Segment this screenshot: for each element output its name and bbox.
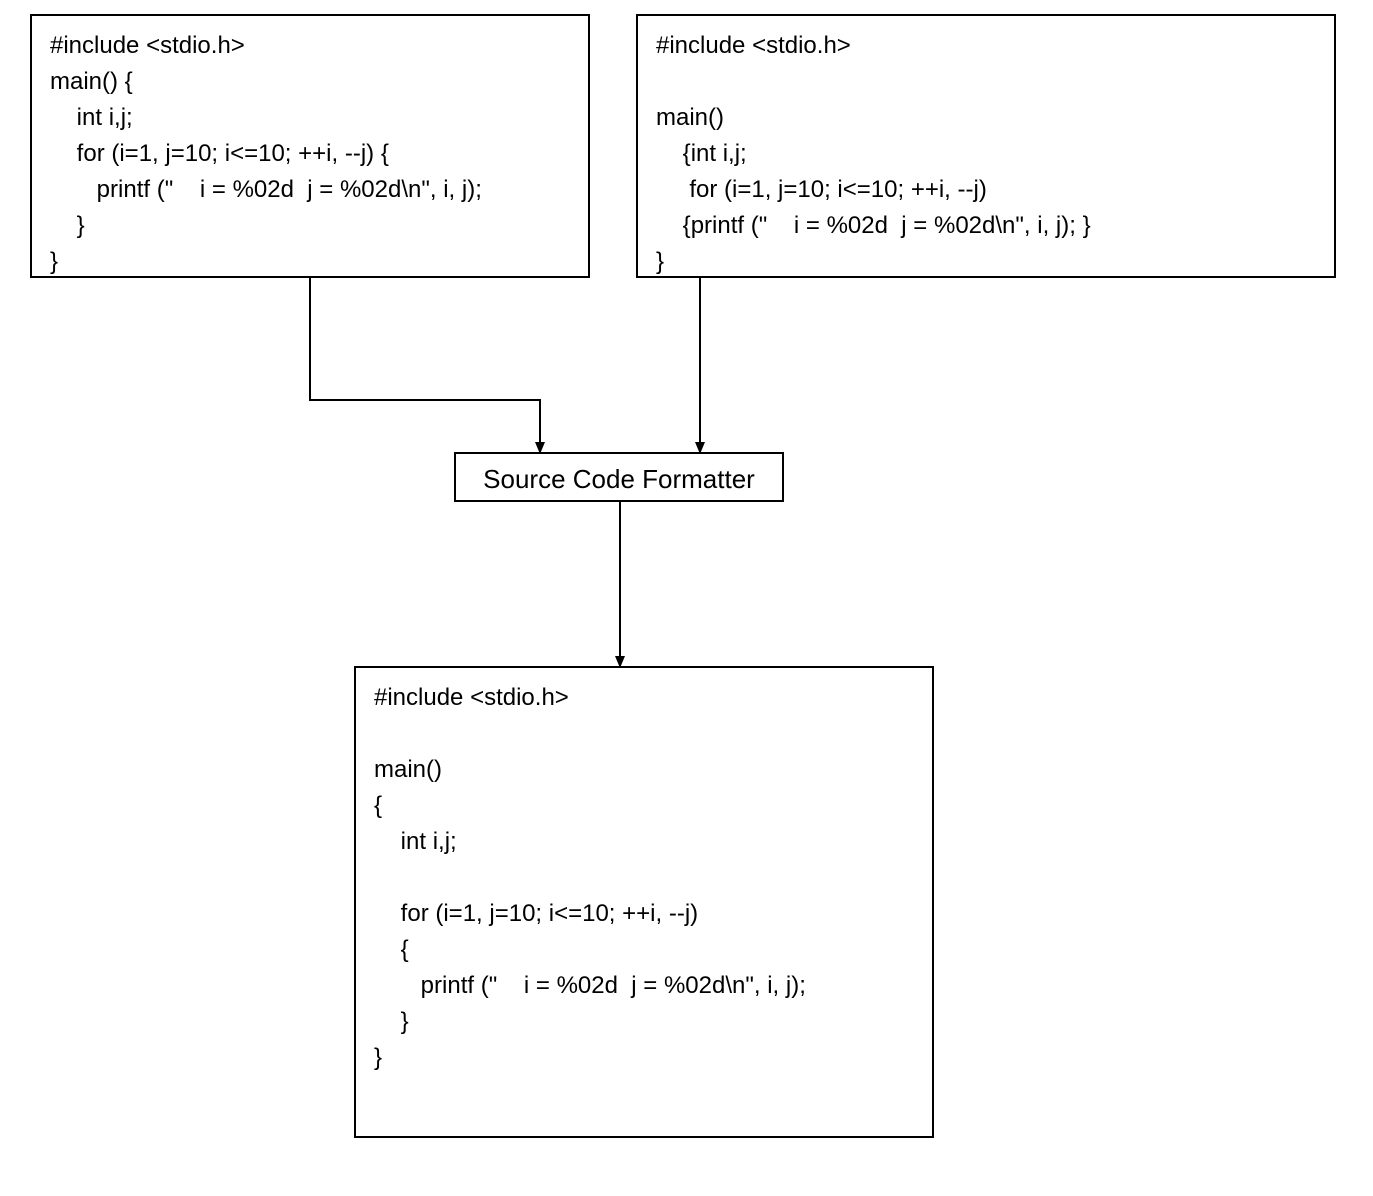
input-code-left: #include <stdio.h> main() { int i,j; for…	[30, 14, 590, 278]
formatter-label: Source Code Formatter	[483, 464, 755, 494]
source-code-formatter-box: Source Code Formatter	[454, 452, 784, 502]
input-code-right: #include <stdio.h> main() {int i,j; for …	[636, 14, 1336, 278]
diagram-canvas: #include <stdio.h> main() { int i,j; for…	[0, 0, 1373, 1196]
output-code: #include <stdio.h> main() { int i,j; for…	[354, 666, 934, 1138]
arrow	[310, 278, 540, 452]
